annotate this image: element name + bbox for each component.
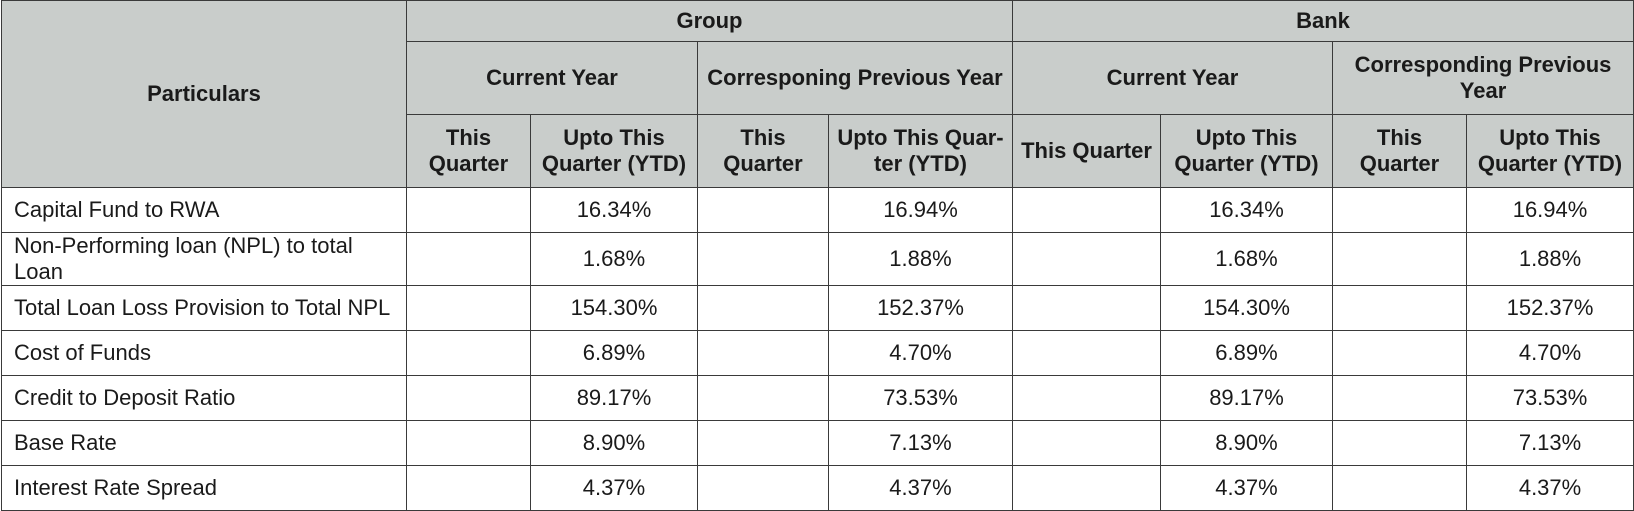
bank-current-year-header: Current Year (1012, 41, 1333, 115)
table-cell: 7.13% (1465, 420, 1634, 466)
header-row-1: Particulars Group Bank (1, 0, 1634, 188)
table-cell: 4.37% (828, 465, 1013, 511)
table-row: Non-Performing loan (NPL) to total Loan … (1, 232, 1634, 286)
table-cell: 7.13% (828, 420, 1013, 466)
table-cell (1332, 285, 1467, 331)
table-cell (697, 375, 829, 421)
table-cell: 1.68% (1160, 232, 1333, 286)
table-cell: 16.34% (1160, 187, 1333, 233)
table-cell (406, 330, 531, 376)
group-header: Group (406, 0, 1013, 42)
row-label: Cost of Funds (1, 330, 407, 376)
table-cell (1012, 232, 1161, 286)
row-label: Non-Performing loan (NPL) to total Loan (1, 232, 407, 286)
table-cell: 6.89% (1160, 330, 1333, 376)
table-cell (406, 465, 531, 511)
table-cell: 4.70% (1465, 330, 1634, 376)
table-cell: 16.94% (1465, 187, 1634, 233)
table-cell (697, 465, 829, 511)
table-row: Interest Rate Spread 4.37% 4.37% 4.37% 4… (1, 465, 1634, 511)
table-cell (1012, 420, 1161, 466)
particulars-header: Particulars (1, 0, 407, 188)
table-cell (1012, 375, 1161, 421)
table-cell: 4.70% (828, 330, 1013, 376)
table-row: Base Rate 8.90% 7.13% 8.90% 7.13% (1, 420, 1634, 466)
table-cell (1012, 330, 1161, 376)
group-cy-ytd-header: Upto This Quarter (YTD) (530, 114, 698, 188)
table-cell (697, 187, 829, 233)
table-row: Cost of Funds 6.89% 4.70% 6.89% 4.70% (1, 330, 1634, 376)
table-cell (1012, 285, 1161, 331)
table-cell: 152.37% (1465, 285, 1634, 331)
table-cell (406, 420, 531, 466)
table-cell (406, 232, 531, 286)
table-cell (1332, 330, 1467, 376)
header-row-3: This Quarter Upto This Quarter (YTD) Thi… (2, 114, 1634, 188)
table-cell: 1.88% (828, 232, 1013, 286)
table-row: Capital Fund to RWA 16.34% 16.94% 16.34%… (1, 187, 1634, 233)
table-row: Total Loan Loss Provision to Total NPL 1… (1, 285, 1634, 331)
table-cell: 1.68% (530, 232, 698, 286)
table-cell (406, 187, 531, 233)
group-py-ytd-header: Upto This Quar-ter (YTD) (828, 114, 1013, 188)
bank-header: Bank (1011, 0, 1634, 42)
table-cell: 73.53% (828, 375, 1013, 421)
table-cell: 8.90% (1160, 420, 1333, 466)
table-cell (1332, 232, 1467, 286)
table-cell (1332, 187, 1467, 233)
table-cell: 73.53% (1465, 375, 1634, 421)
row-label: Credit to Deposit Ratio (1, 375, 407, 421)
group-py-quarter-header: This Quarter (697, 114, 829, 188)
bank-cy-quarter-header: This Quarter (1012, 114, 1161, 188)
table-cell: 154.30% (1160, 285, 1333, 331)
group-previous-year-header: Corresponing Previous Year (697, 41, 1013, 115)
table-cell (1332, 420, 1467, 466)
table-cell (1332, 465, 1467, 511)
table-cell: 8.90% (530, 420, 698, 466)
group-current-year-header: Current Year (406, 41, 698, 115)
bank-py-quarter-header: This Quarter (1332, 114, 1467, 188)
table-cell: 152.37% (828, 285, 1013, 331)
table-cell: 4.37% (1465, 465, 1634, 511)
bank-py-ytd-header: Upto This Quarter (YTD) (1465, 114, 1634, 188)
row-label: Capital Fund to RWA (1, 187, 407, 233)
row-label: Base Rate (1, 420, 407, 466)
bank-cy-ytd-header: Upto This Quarter (YTD) (1160, 114, 1333, 188)
row-label: Interest Rate Spread (1, 465, 407, 511)
header-row-2: Current Year Corresponing Previous Year … (2, 41, 1634, 115)
table-cell: 4.37% (530, 465, 698, 511)
table-cell: 89.17% (530, 375, 698, 421)
table-cell (406, 375, 531, 421)
table-cell: 6.89% (530, 330, 698, 376)
row-label: Total Loan Loss Provision to Total NPL (1, 285, 407, 331)
table-cell: 89.17% (1160, 375, 1333, 421)
bank-previous-year-header: Corresponding Previous Year (1331, 41, 1634, 115)
group-cy-quarter-header: This Quarter (406, 114, 531, 188)
table-cell: 16.34% (530, 187, 698, 233)
table-cell (1332, 375, 1467, 421)
table-cell (406, 285, 531, 331)
table-row: Credit to Deposit Ratio 89.17% 73.53% 89… (1, 375, 1634, 421)
table-cell: 4.37% (1160, 465, 1333, 511)
table-cell (697, 420, 829, 466)
table-cell (697, 285, 829, 331)
table-cell: 16.94% (828, 187, 1013, 233)
table-cell: 154.30% (530, 285, 698, 331)
table-cell (1012, 187, 1161, 233)
table-cell (1012, 465, 1161, 511)
table-cell (697, 232, 829, 286)
table-cell: 1.88% (1465, 232, 1634, 286)
table-cell (697, 330, 829, 376)
